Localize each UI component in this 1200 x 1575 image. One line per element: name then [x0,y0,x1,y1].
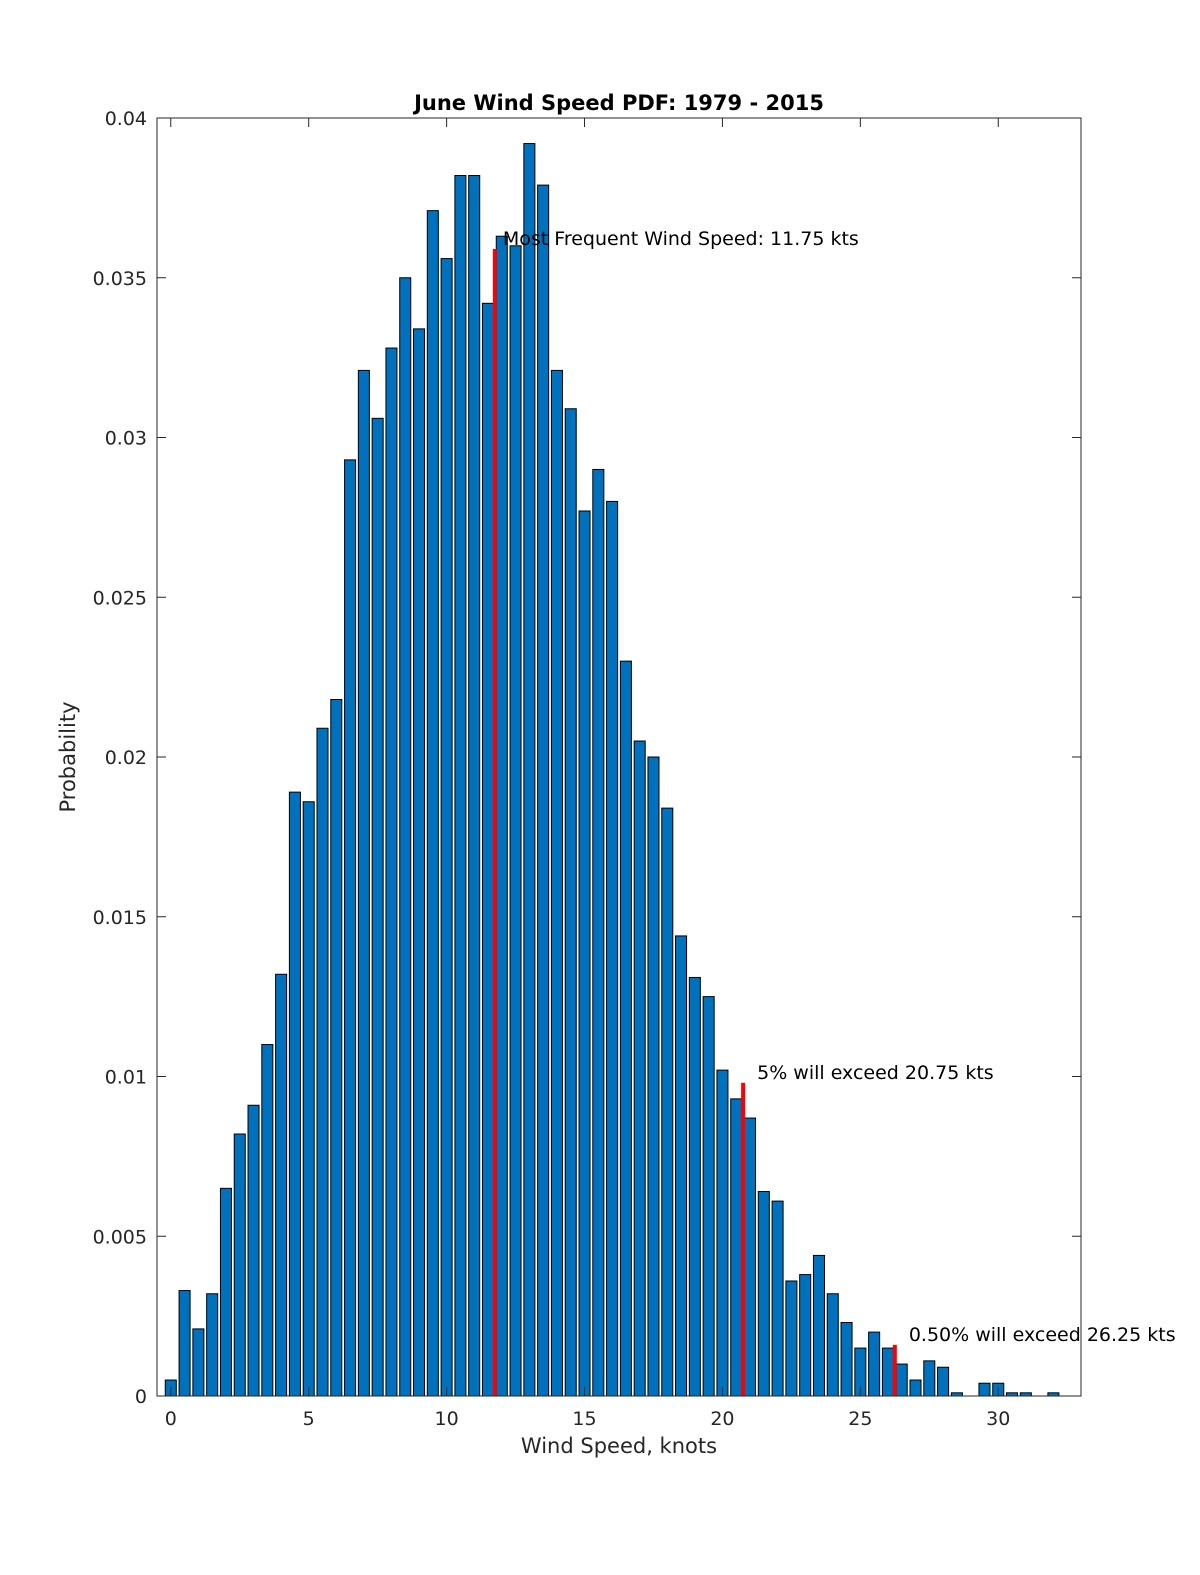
x-tick-label-5: 25 [848,1408,872,1430]
bar-10 [302,801,315,1397]
bar-36 [661,807,674,1397]
bar-3 [206,1293,219,1397]
bar-45 [785,1280,798,1397]
bar-31 [592,468,605,1397]
bar-44 [771,1200,784,1397]
bar-47 [812,1254,825,1397]
bar-29 [564,408,577,1397]
bar-5 [233,1133,246,1397]
bar-41 [730,1098,743,1397]
y-tick-label-3: 0.015 [93,907,147,929]
bar-32 [606,500,619,1397]
y-tick-label-1: 0.005 [93,1226,147,1248]
y-tick-label-4: 0.02 [105,747,147,769]
bar-30 [578,510,591,1397]
bar-39 [702,996,715,1397]
bar-20 [440,258,453,1397]
bar-13 [344,459,357,1397]
ticks-group: 0 5 10 15 20 25 30 0 0.005 0.01 0.015 0.02 0.025 0.03… [93,108,1081,1430]
bar-6 [247,1104,260,1397]
bar-19 [426,210,439,1397]
bar-9 [288,791,301,1397]
bar-35 [647,756,660,1397]
bar-27 [537,184,550,1397]
bar-48 [826,1293,839,1397]
bar-18 [413,328,426,1397]
bar-22 [468,175,481,1397]
chart-title: June Wind Speed PDF: 1979 - 2015 [412,91,824,115]
bar-17 [399,277,412,1397]
bar-55 [923,1360,936,1397]
y-tick-label-7: 0.035 [93,268,147,290]
bar-33 [619,660,632,1397]
y-tick-label-2: 0.01 [105,1067,147,1089]
bar-11 [316,727,329,1397]
bar-12 [330,698,343,1397]
y-tick-label-8: 0.04 [105,108,147,130]
bar-46 [799,1274,812,1397]
bar-52 [881,1347,894,1397]
bar-51 [868,1331,881,1397]
marker-label-2: 0.50% will exceed 26.25 kts [909,1324,1176,1346]
bar-4 [219,1187,232,1397]
x-tick-label-6: 30 [986,1408,1010,1430]
y-tick-label-5: 0.025 [93,587,147,609]
annotations-group: Most Frequent Wind Speed: 11.75 kts 5% wi… [503,228,1176,1346]
bar-49 [840,1322,853,1397]
x-tick-label-4: 20 [710,1408,734,1430]
bar-7 [261,1044,274,1397]
y-axis-label: Probability [56,701,80,812]
bar-25 [509,245,522,1397]
markers-group [492,248,897,1396]
bar-14 [357,369,370,1397]
marker-label-1: 5% will exceed 20.75 kts [757,1062,994,1084]
bar-38 [688,976,701,1397]
bar-43 [757,1191,770,1397]
bar-23 [481,302,495,1397]
bar-28 [550,369,563,1397]
x-tick-label-2: 10 [435,1408,459,1430]
bar-8 [275,973,288,1397]
bar-24 [495,235,508,1397]
bar-21 [454,175,467,1397]
bar-42 [744,1117,757,1397]
bar-59 [978,1382,991,1397]
bar-16 [385,347,398,1397]
x-tick-label-1: 5 [303,1408,315,1430]
bar-53 [895,1363,908,1397]
bar-26 [523,143,536,1397]
y-tick-label-6: 0.03 [105,428,147,450]
x-tick-label-0: 0 [165,1408,177,1430]
bar-54 [909,1379,922,1397]
bar-34 [633,740,646,1397]
y-tick-label-0: 0 [135,1386,147,1408]
marker-label-0: Most Frequent Wind Speed: 11.75 kts [503,228,859,250]
bars-group [164,143,1060,1397]
bar-15 [371,417,384,1397]
bar-37 [675,935,688,1397]
bar-2 [192,1328,205,1397]
bar-1 [178,1290,191,1397]
bar-56 [937,1366,950,1397]
bar-40 [716,1069,729,1397]
x-tick-label-3: 15 [572,1408,596,1430]
x-axis-label: Wind Speed, knots [521,1434,717,1458]
